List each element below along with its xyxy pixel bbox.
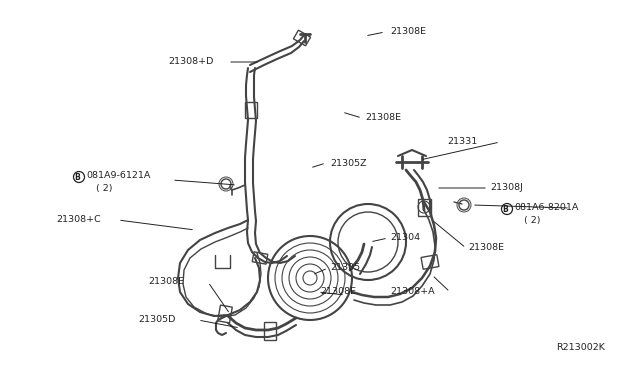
Text: B: B [502,205,508,214]
Bar [245,102,257,118]
Text: 21308E: 21308E [320,288,356,296]
Bar [252,252,268,264]
Bar [218,305,232,323]
Text: 21305D: 21305D [138,315,175,324]
Text: 21308E: 21308E [148,278,184,286]
Text: 21308E: 21308E [365,113,401,122]
Text: 21304: 21304 [390,234,420,243]
Text: 21308E: 21308E [468,244,504,253]
Text: 21305: 21305 [330,263,360,273]
Bar [417,199,431,215]
Text: 21308+C: 21308+C [56,215,100,224]
Text: ( 2): ( 2) [96,183,113,192]
Text: 21331: 21331 [447,138,477,147]
Text: 21308J: 21308J [490,183,523,192]
Text: 081A6-8201A: 081A6-8201A [514,203,579,212]
Text: ( 2): ( 2) [524,215,541,224]
Text: R213002K: R213002K [556,343,605,353]
Text: 21308+D: 21308+D [168,58,213,67]
Text: 081A9-6121A: 081A9-6121A [86,171,150,180]
Bar [264,322,276,340]
Text: B: B [74,173,80,182]
Bar [421,255,439,269]
Text: 21305Z: 21305Z [330,158,367,167]
Bar [293,30,310,46]
Text: 21308+A: 21308+A [390,288,435,296]
Text: 21308E: 21308E [390,28,426,36]
